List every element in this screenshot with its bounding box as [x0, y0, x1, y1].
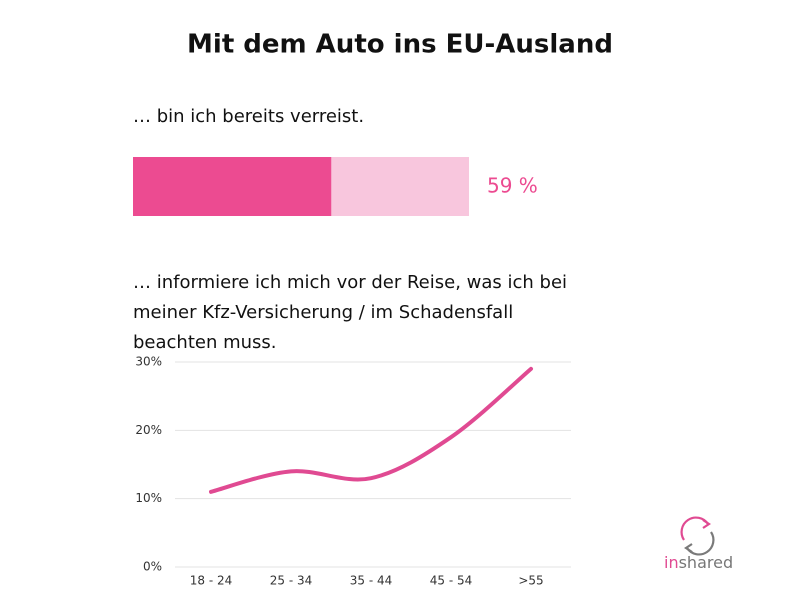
logo-suffix: shared [679, 553, 734, 572]
line-caption: … informiere ich mich vor der Reise, was… [133, 272, 568, 353]
y-tick-label: 30% [135, 355, 162, 369]
logo-prefix: in [664, 553, 679, 572]
bar-caption: … bin ich bereits verreist. [133, 106, 365, 127]
y-tick-label: 0% [143, 560, 162, 574]
line [209, 366, 533, 494]
x-tick-label: 45 - 54 [430, 574, 473, 588]
x-tick-label: >55 [518, 574, 543, 588]
logo-text: inshared [664, 553, 733, 572]
logo-icon [680, 516, 715, 556]
bar [133, 157, 332, 216]
x-tick-label: 18 - 24 [190, 574, 233, 588]
x-tick-label: 35 - 44 [350, 574, 393, 588]
page-title: Mit dem Auto ins EU-Ausland [187, 30, 613, 60]
y-tick-label: 20% [135, 423, 162, 437]
y-tick-label: 10% [135, 491, 162, 505]
value-label: 59 % [487, 174, 538, 198]
x-tick-label: 25 - 34 [270, 574, 313, 588]
